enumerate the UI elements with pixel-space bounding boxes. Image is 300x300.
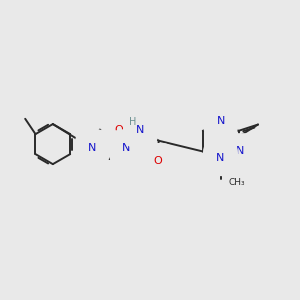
Text: N: N bbox=[236, 146, 244, 157]
Text: N: N bbox=[216, 153, 225, 163]
Text: N: N bbox=[217, 116, 225, 126]
Text: H: H bbox=[128, 117, 136, 127]
Text: N: N bbox=[88, 142, 97, 153]
Text: O: O bbox=[153, 156, 162, 166]
Text: N: N bbox=[122, 142, 130, 153]
Text: N: N bbox=[136, 124, 145, 134]
Text: O: O bbox=[115, 124, 123, 134]
Text: CH₃: CH₃ bbox=[228, 178, 245, 187]
